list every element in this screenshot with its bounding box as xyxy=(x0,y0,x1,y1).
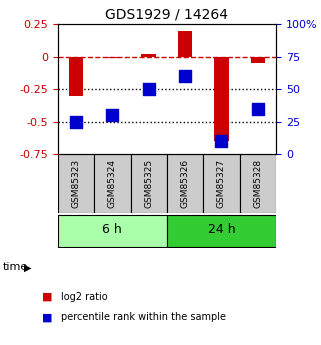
Text: GSM85324: GSM85324 xyxy=(108,159,117,208)
Bar xyxy=(178,31,192,57)
Bar xyxy=(142,54,156,57)
Point xyxy=(74,119,79,124)
Point xyxy=(110,112,115,118)
Text: GSM85323: GSM85323 xyxy=(72,159,81,208)
Point xyxy=(219,138,224,144)
Text: GSM85326: GSM85326 xyxy=(181,159,190,208)
FancyBboxPatch shape xyxy=(240,154,276,213)
Point xyxy=(255,106,260,111)
Bar xyxy=(251,57,265,63)
Bar xyxy=(69,57,83,96)
Bar xyxy=(214,57,229,141)
Text: GSM85325: GSM85325 xyxy=(144,159,153,208)
Text: ■: ■ xyxy=(42,292,52,302)
Text: time: time xyxy=(3,263,29,272)
FancyBboxPatch shape xyxy=(131,154,167,213)
Title: GDS1929 / 14264: GDS1929 / 14264 xyxy=(105,8,229,22)
Text: 24 h: 24 h xyxy=(208,224,235,236)
Point xyxy=(183,73,188,79)
FancyBboxPatch shape xyxy=(167,154,203,213)
Point xyxy=(146,86,151,92)
FancyBboxPatch shape xyxy=(203,154,240,213)
Text: log2 ratio: log2 ratio xyxy=(61,292,108,302)
Text: percentile rank within the sample: percentile rank within the sample xyxy=(61,313,226,322)
Bar xyxy=(105,57,120,58)
FancyBboxPatch shape xyxy=(167,215,276,247)
FancyBboxPatch shape xyxy=(94,154,131,213)
FancyBboxPatch shape xyxy=(58,154,94,213)
Text: GSM85327: GSM85327 xyxy=(217,159,226,208)
Text: 6 h: 6 h xyxy=(102,224,122,236)
Text: ▶: ▶ xyxy=(24,263,31,272)
Text: GSM85328: GSM85328 xyxy=(253,159,262,208)
Text: ■: ■ xyxy=(42,313,52,322)
FancyBboxPatch shape xyxy=(58,215,167,247)
